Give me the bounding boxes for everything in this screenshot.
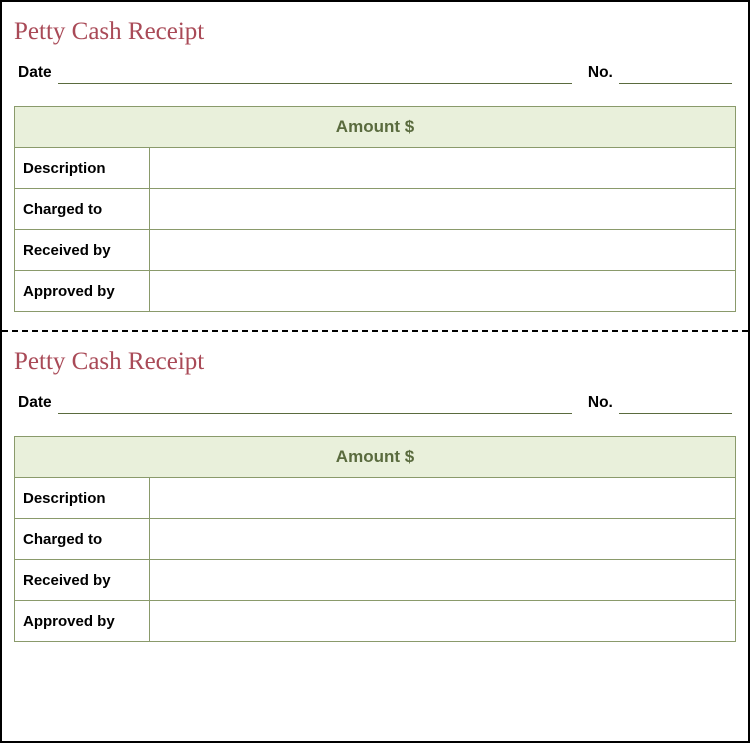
no-underline[interactable] — [619, 396, 732, 414]
row-label-approvedby: Approved by — [15, 601, 150, 642]
receipt-bottom: Petty Cash Receipt Date No. Amount $ Des… — [2, 332, 748, 660]
table-row: Charged to — [15, 189, 736, 230]
no-label: No. — [588, 394, 619, 414]
table-row: Approved by — [15, 601, 736, 642]
row-label-description: Description — [15, 478, 150, 519]
page-container: Petty Cash Receipt Date No. Amount $ Des… — [0, 0, 750, 743]
date-label: Date — [18, 64, 58, 84]
row-label-receivedby: Received by — [15, 560, 150, 601]
row-value-chargedto[interactable] — [150, 189, 736, 230]
no-label: No. — [588, 64, 619, 84]
row-value-description[interactable] — [150, 478, 736, 519]
receipt-table: Amount $ Description Charged to Received… — [14, 436, 736, 642]
date-label: Date — [18, 394, 58, 414]
amount-header: Amount $ — [15, 437, 736, 478]
row-label-receivedby: Received by — [15, 230, 150, 271]
table-row: Charged to — [15, 519, 736, 560]
date-no-line: Date No. — [18, 394, 732, 414]
receipt-title: Petty Cash Receipt — [14, 348, 736, 376]
row-value-approvedby[interactable] — [150, 271, 736, 312]
date-underline[interactable] — [58, 66, 572, 84]
row-value-receivedby[interactable] — [150, 560, 736, 601]
row-label-approvedby: Approved by — [15, 271, 150, 312]
row-label-chargedto: Charged to — [15, 519, 150, 560]
row-label-description: Description — [15, 148, 150, 189]
row-value-description[interactable] — [150, 148, 736, 189]
receipt-title: Petty Cash Receipt — [14, 18, 736, 46]
table-row: Description — [15, 478, 736, 519]
table-row: Description — [15, 148, 736, 189]
table-row: Received by — [15, 230, 736, 271]
row-value-chargedto[interactable] — [150, 519, 736, 560]
no-underline[interactable] — [619, 66, 732, 84]
receipt-top: Petty Cash Receipt Date No. Amount $ Des… — [2, 2, 748, 330]
row-label-chargedto: Charged to — [15, 189, 150, 230]
date-no-line: Date No. — [18, 64, 732, 84]
row-value-approvedby[interactable] — [150, 601, 736, 642]
amount-header: Amount $ — [15, 107, 736, 148]
date-underline[interactable] — [58, 396, 572, 414]
row-value-receivedby[interactable] — [150, 230, 736, 271]
table-row: Received by — [15, 560, 736, 601]
table-row: Approved by — [15, 271, 736, 312]
receipt-table: Amount $ Description Charged to Received… — [14, 106, 736, 312]
